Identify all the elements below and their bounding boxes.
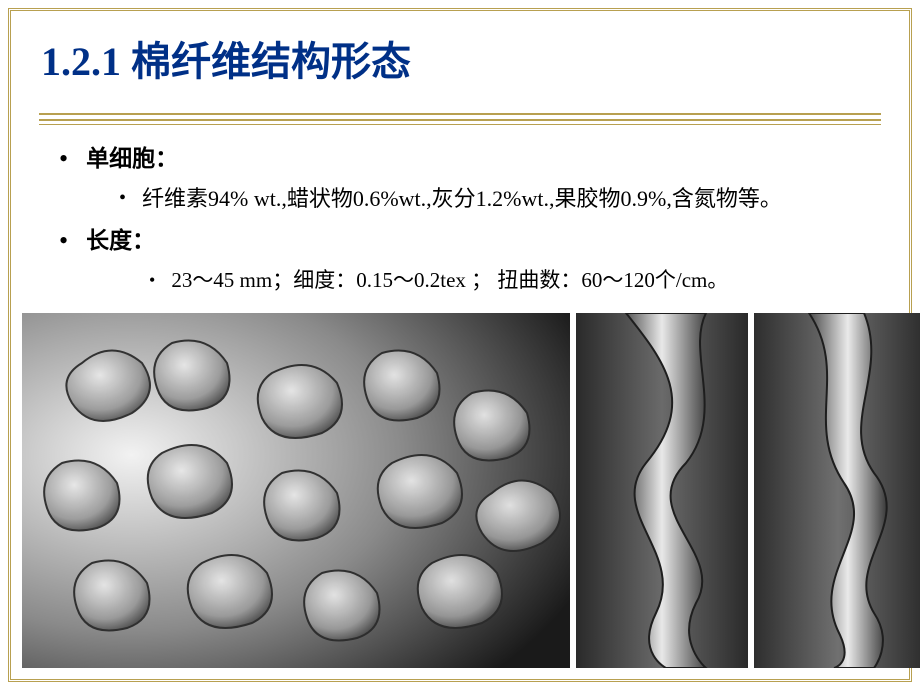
bullet-level1: • 单细胞： (59, 139, 879, 178)
sem-image-single-fiber-1 (576, 313, 748, 668)
bullet-dot-icon: • (59, 139, 68, 178)
bullet-dot-icon: • (59, 221, 68, 260)
sem-image-single-fiber-2 (754, 313, 920, 668)
bullet-level3: • 23～45 mm；细度：0.15～0.2tex ； 扭曲数：60～120个/… (149, 263, 879, 299)
slide-title: 1.2.1 棉纤维结构形态 (41, 29, 879, 87)
bullet-dot-icon: • (119, 180, 126, 216)
header-section: 1.2.1 棉纤维结构形态 (11, 11, 909, 107)
sem-image-multifiber (22, 313, 570, 668)
bullet-level1: • 长度： (59, 221, 879, 260)
content-area: • 单细胞： • 纤维素94% wt.,蜡状物0.6%wt.,灰分1.2%wt.… (11, 125, 909, 298)
bullet2-sub: 23～45 mm；细度：0.15～0.2tex ； 扭曲数：60～120个/cm… (171, 263, 728, 299)
bullet2-label: 长度： (86, 221, 155, 260)
image-row (22, 313, 898, 668)
slide-frame: 1.2.1 棉纤维结构形态 • 单细胞： • 纤维素94% wt.,蜡状物0.6… (8, 8, 912, 682)
bullet1-sub: 纤维素94% wt.,蜡状物0.6%wt.,灰分1.2%wt.,果胶物0.9%,… (142, 180, 782, 217)
bullet1-label: 单细胞： (86, 139, 178, 178)
bullet-dot-icon: • (149, 263, 155, 297)
title-divider (39, 113, 881, 125)
bullet-level2: • 纤维素94% wt.,蜡状物0.6%wt.,灰分1.2%wt.,果胶物0.9… (119, 180, 879, 217)
